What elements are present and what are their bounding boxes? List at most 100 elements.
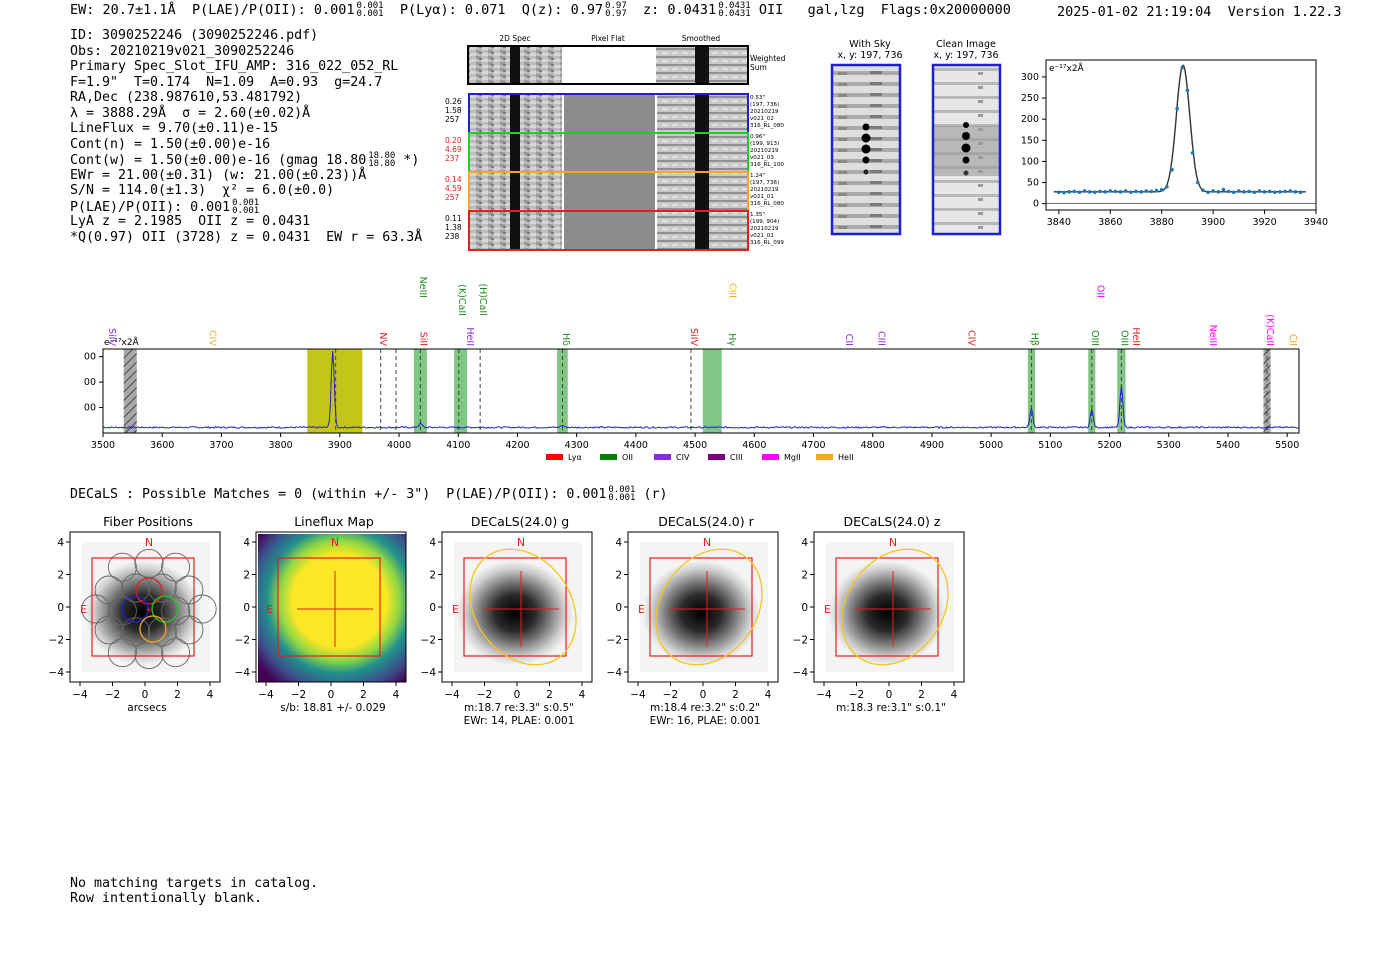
zoom-data-point xyxy=(1103,190,1107,194)
clean-image-frame xyxy=(931,63,1002,236)
zoom-xtick-label: 3840 xyxy=(1047,217,1071,228)
cutout-xtick-label: −4 xyxy=(258,689,274,701)
cutout-ytick-label: −4 xyxy=(607,667,623,679)
fit-ellipse xyxy=(655,548,763,666)
legend-swatch xyxy=(762,454,779,460)
col-title-smoothed: Smoothed xyxy=(682,34,721,43)
header-plya: P(Lyα): 0.071 xyxy=(399,2,506,18)
footer-line-2: Row intentionally blank. xyxy=(70,891,263,906)
info-plae-lo: 0.001 xyxy=(232,205,260,216)
spectrum-xtick-label: 4800 xyxy=(861,440,885,451)
zoom-data-point xyxy=(1206,190,1210,195)
fiber-footprint xyxy=(174,615,204,645)
cutout-ytick-label: 2 xyxy=(615,570,622,582)
fiber-2d-line xyxy=(510,212,520,249)
line-label: CIV xyxy=(207,330,218,346)
cutout-ytick-label: 2 xyxy=(429,570,436,582)
north-label: N xyxy=(331,536,339,549)
cutout-ytick-label: 0 xyxy=(429,602,436,614)
fiber-pixel-flat xyxy=(564,173,655,210)
legend-swatch xyxy=(708,454,725,460)
spectrum-xtick-label: 5000 xyxy=(979,440,1003,451)
masked-band xyxy=(123,349,137,433)
cutout-ytick-label: 0 xyxy=(801,602,808,614)
info-lineflux: LineFlux = 9.70(±0.11)e-15 xyxy=(70,121,279,136)
line-label: (K)CaII xyxy=(1264,314,1275,346)
cutout-title: Fiber Positions xyxy=(103,514,193,529)
zoom-data-point xyxy=(1288,189,1293,193)
cutout-title: Lineflux Map xyxy=(294,514,374,529)
zoom-ytick-label: 0 xyxy=(1033,199,1039,210)
zoom-data-point xyxy=(1082,189,1087,193)
galaxy-image xyxy=(457,561,573,665)
fiber-footprint xyxy=(147,573,177,603)
cutout-ytick-label: −2 xyxy=(607,635,622,647)
cutout-ytick-label: −2 xyxy=(793,635,808,647)
cutout-ytick-label: −4 xyxy=(49,667,65,679)
info-params: F=1.9" T=0.174 N=1.09 A=0.93 g=24.7 xyxy=(70,74,383,90)
fiber-center-mark: + xyxy=(145,605,153,616)
fiber-stat: 0.14 xyxy=(445,175,462,184)
galaxy-image xyxy=(643,561,759,665)
col-title-pixel-flat: Pixel Flat xyxy=(591,34,625,43)
zoom-xtick-label: 3920 xyxy=(1252,217,1276,228)
zoom-data-point xyxy=(1237,189,1241,193)
fiber-2d-line xyxy=(510,134,520,171)
line-label: HeII xyxy=(1130,327,1141,346)
info-id: ID: 3090252246 (3090252246.pdf) xyxy=(70,28,319,43)
header-flags: Flags:0x20000000 xyxy=(880,2,1011,18)
cutout-xtick-label: 0 xyxy=(142,689,149,701)
fiber-footprint xyxy=(94,615,124,645)
line-label: NV xyxy=(377,332,388,346)
fiber-spectra-panel: 2D Spec Pixel Flat Smoothed Weighted Sum… xyxy=(445,34,786,251)
header-ew: EW: 20.7±1.1Å xyxy=(70,2,176,18)
zoom-xtick-label: 3880 xyxy=(1150,217,1174,228)
header-timestamp: 2025-01-02 21:19:04 xyxy=(1057,4,1212,20)
fiber-footprint xyxy=(161,552,191,582)
spectrum-series xyxy=(102,351,1300,429)
cutout-ytick-label: 2 xyxy=(57,570,64,582)
spectrum-xtick-label: 4400 xyxy=(624,440,648,451)
legend-label: CIV xyxy=(676,453,690,462)
east-label: E xyxy=(80,603,87,616)
zoom-data-point xyxy=(1211,189,1215,193)
spectrum-xtick-label: 4700 xyxy=(801,440,825,451)
clean-image-coords: x, y: 197, 736 xyxy=(933,50,998,61)
line-label: OIII xyxy=(1089,330,1100,346)
zoom-data-point xyxy=(1180,65,1185,70)
fiber-stat: 1.38 xyxy=(445,223,462,232)
header-z-lo: 0.0431 xyxy=(718,9,751,19)
zoom-data-point xyxy=(1165,184,1169,189)
fiber-stat: 0.11 xyxy=(445,214,462,223)
cutout-ytick-label: 4 xyxy=(801,537,808,549)
line-label: CIV xyxy=(966,330,977,346)
line-label: SiII xyxy=(417,332,428,346)
fiber-pixel-flat xyxy=(564,212,655,249)
matched-line-band xyxy=(702,349,722,433)
header-plae: P(LAE)/P(OII): 0.001 xyxy=(191,2,355,18)
cutout-xtick-label: 0 xyxy=(886,689,893,701)
line-label: SiIV xyxy=(688,328,699,346)
cutout-caption: m:18.4 re:3.2" s:0.2" xyxy=(650,702,760,714)
zoom-data-point xyxy=(1273,190,1277,195)
cutout-ytick-label: 0 xyxy=(615,602,622,614)
line-label: OII xyxy=(1095,285,1106,298)
info-sn: S/N = 114.0(±1.3) χ² = 6.0(±0.0) xyxy=(70,183,335,198)
fiber-stat: 257 xyxy=(445,115,460,124)
zoom-data-point xyxy=(1159,187,1164,192)
zoom-data-point xyxy=(1062,190,1066,195)
cutout-ytick-label: −2 xyxy=(235,635,250,647)
cutout-ytick-label: 4 xyxy=(615,537,622,549)
galaxy-image xyxy=(829,561,945,665)
cutout-xtick-label: 2 xyxy=(546,689,553,701)
cutout-xtick-label: −4 xyxy=(816,689,832,701)
spectrum-xtick-label: 3800 xyxy=(269,440,293,451)
fiber-info: 20210219 xyxy=(750,187,779,193)
zoom-xtick-label: 3900 xyxy=(1201,217,1225,228)
header-z-hi: 0.0431 xyxy=(718,1,751,11)
fiber-info: 316_RL_080 xyxy=(750,123,784,129)
zoom-data-point xyxy=(1201,188,1205,192)
cutout-xtick-label: 2 xyxy=(174,689,181,701)
cutout-ytick-label: 2 xyxy=(801,570,808,582)
north-label: N xyxy=(703,536,711,549)
